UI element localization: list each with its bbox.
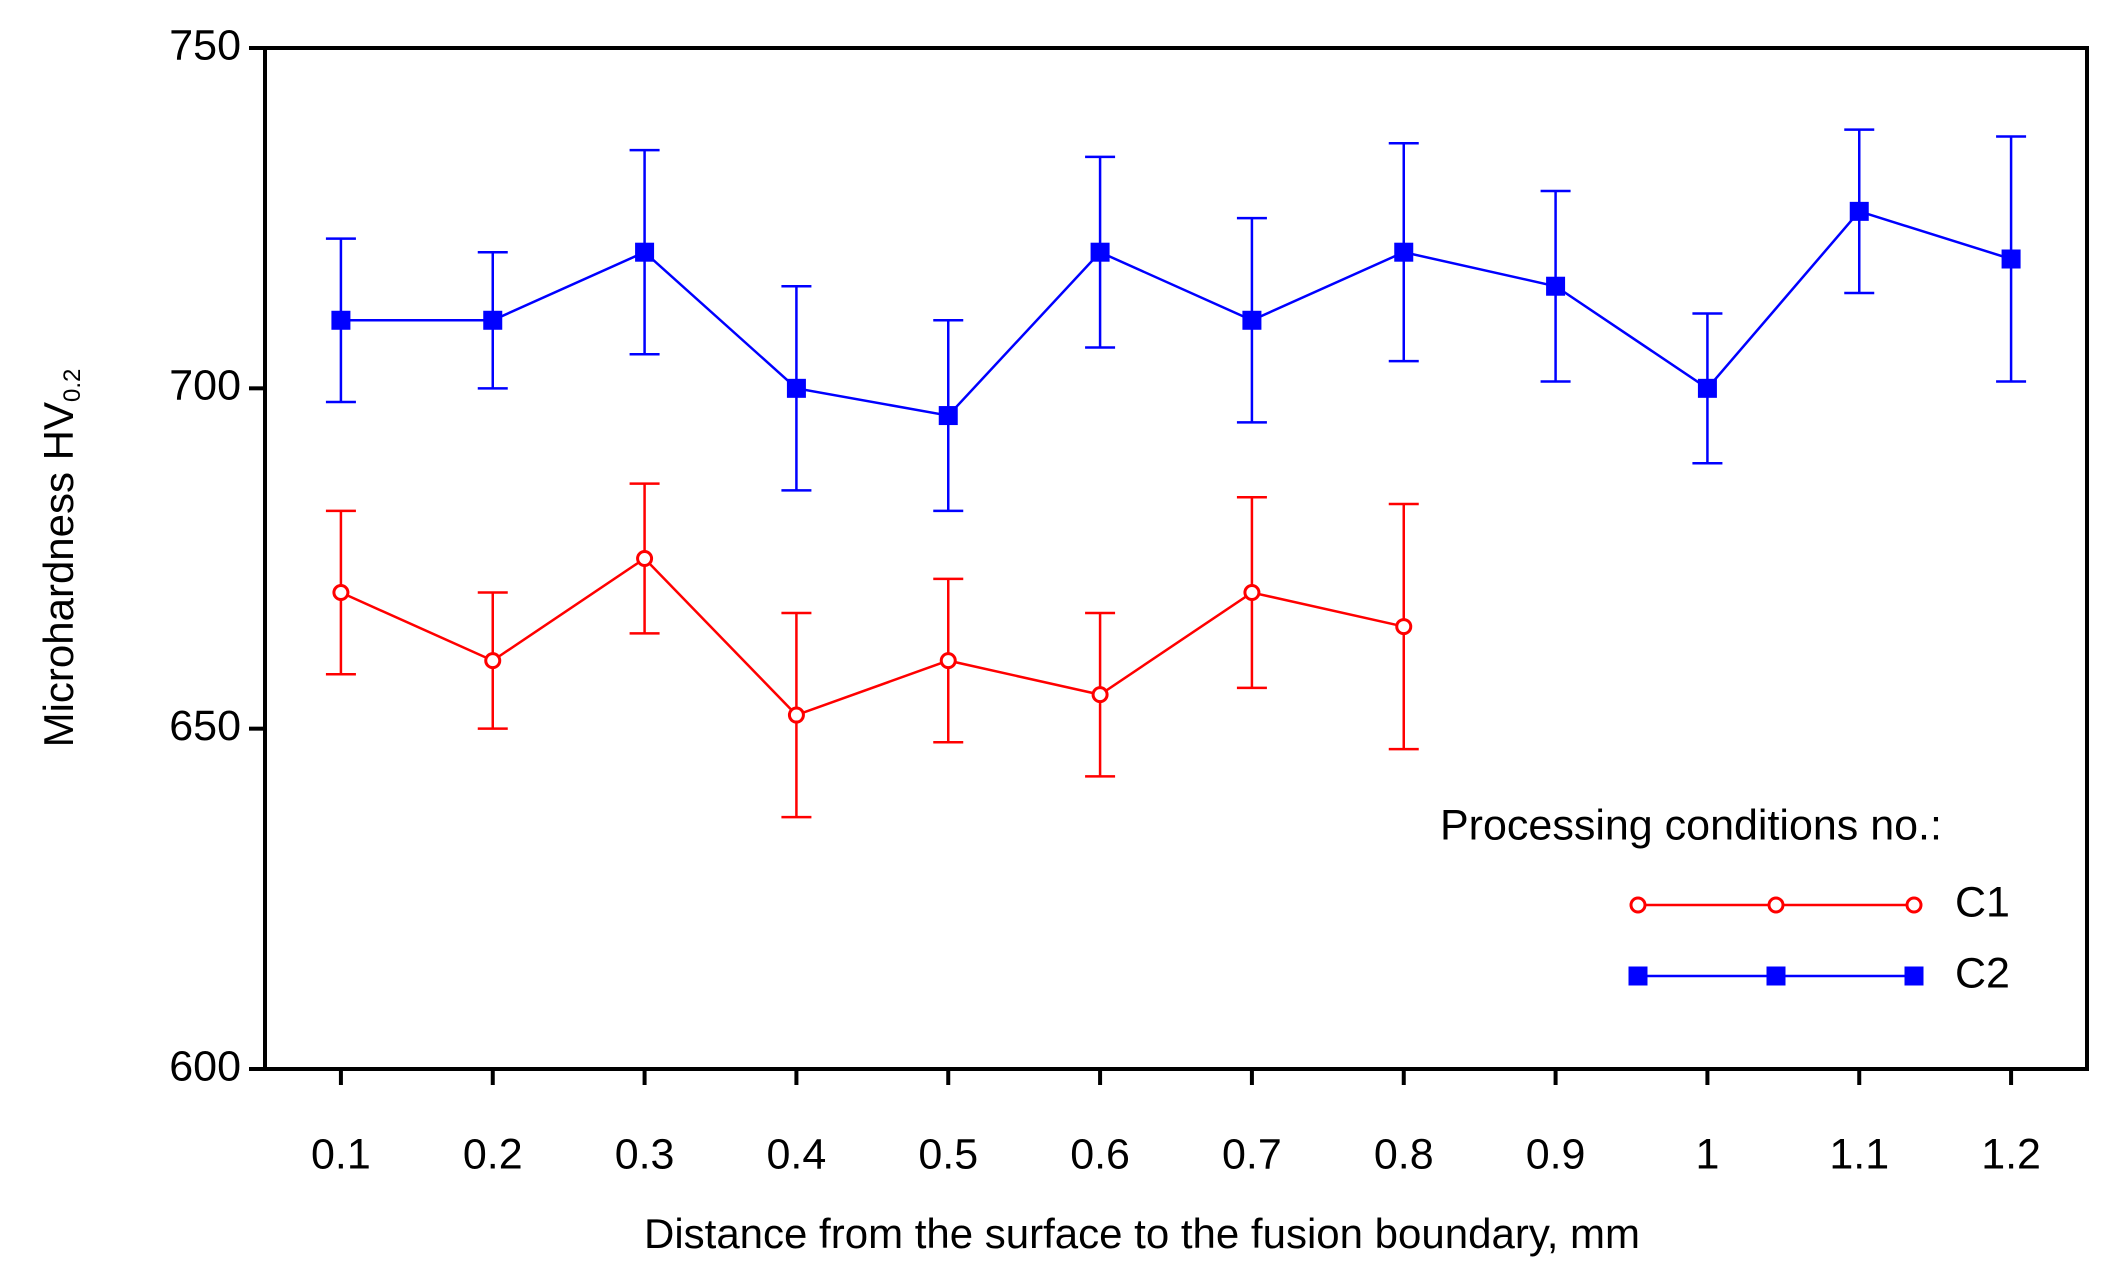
data-point (1090, 242, 1110, 262)
x-tick-label: 1 (1695, 1130, 1719, 1178)
x-tick-label: 0.9 (1526, 1130, 1586, 1178)
x-tick-label: 0.4 (767, 1130, 827, 1178)
legend-label: C2 (1955, 949, 2010, 997)
y-axis-label: Microhardness HV0.2 (35, 369, 86, 748)
data-point (483, 310, 503, 330)
y-tick-label: 700 (169, 362, 241, 410)
x-tick-label: 0.8 (1374, 1130, 1434, 1178)
legend-label: C1 (1955, 878, 2010, 926)
data-point (1849, 201, 1869, 221)
data-point (484, 652, 502, 670)
data-point (1546, 276, 1566, 296)
legend-title: Processing conditions no.: (1440, 801, 1942, 849)
legend-marker (1767, 896, 1785, 914)
data-point (787, 706, 805, 724)
data-point (938, 406, 958, 426)
y-axis-label-sub: 0.2 (59, 369, 86, 402)
x-tick-label: 0.6 (1070, 1130, 1130, 1178)
y-axis-label-main: Microhardness HV (35, 402, 82, 747)
x-tick-label: 0.1 (311, 1130, 371, 1178)
data-point (1697, 378, 1717, 398)
data-point (1394, 242, 1414, 262)
legend-marker (1766, 966, 1786, 986)
x-tick-label: 0.2 (463, 1130, 523, 1178)
plot-frame (263, 46, 2089, 1071)
y-tick-label: 750 (169, 21, 241, 69)
y-tick-label: 600 (169, 1042, 241, 1090)
legend-marker (1905, 896, 1923, 914)
data-point (1091, 686, 1109, 704)
y-tick-label: 650 (169, 702, 241, 750)
data-point (1242, 310, 1262, 330)
x-tick-label: 0.3 (615, 1130, 675, 1178)
x-tick-label: 0.7 (1222, 1130, 1282, 1178)
legend-marker (1629, 896, 1647, 914)
data-point (331, 310, 351, 330)
data-point (1243, 584, 1261, 602)
data-point (636, 550, 654, 567)
legend-marker (1904, 966, 1924, 986)
data-point (939, 652, 957, 670)
data-point (2001, 249, 2021, 269)
data-point (786, 378, 806, 398)
x-tick-label: 0.5 (918, 1130, 978, 1178)
legend-marker (1628, 966, 1648, 986)
data-point (1395, 618, 1413, 636)
data-point (635, 242, 655, 262)
series-line (340, 209, 2012, 417)
data-point (332, 584, 350, 602)
x-tick-label: 1.1 (1829, 1130, 1889, 1178)
x-tick-label: 1.2 (1981, 1130, 2041, 1178)
series-line (340, 556, 1405, 717)
x-axis-label: Distance from the surface to the fusion … (644, 1210, 1640, 1257)
